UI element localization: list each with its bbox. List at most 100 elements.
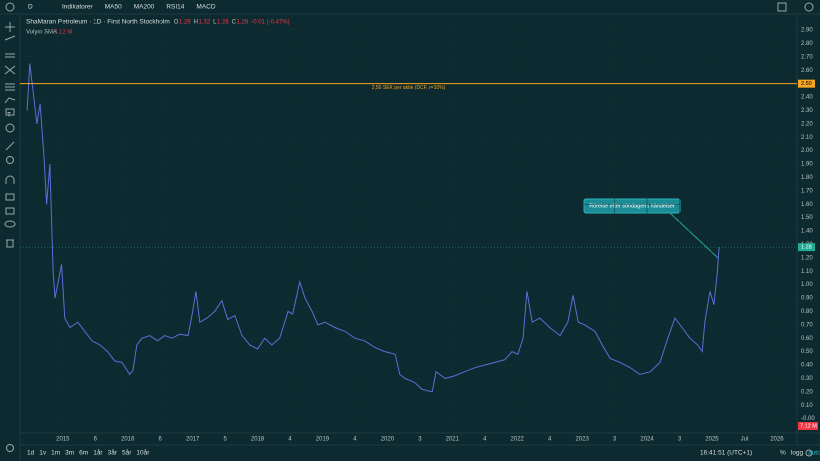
x-tick-label: 2018 [251, 437, 265, 443]
y-tick-label: 0.30 [801, 376, 813, 382]
toolbar-item[interactable]: MA50 [105, 4, 122, 11]
ohlc-key: C [232, 20, 237, 26]
x-tick-label: 2020 [381, 437, 395, 443]
last-price-tag-text: 1.28 [801, 245, 812, 251]
fib-tool[interactable] [4, 65, 16, 75]
toolbar-item[interactable]: MA200 [134, 4, 155, 11]
camera-button[interactable] [804, 2, 814, 12]
x-tick-label: 2016 [121, 437, 135, 443]
range-button[interactable]: 3m [65, 450, 74, 457]
x-tick-label: 4 [353, 437, 357, 443]
volume-tag [798, 422, 818, 430]
bottom-menu[interactable] [6, 444, 14, 452]
zoom-tool[interactable] [6, 156, 14, 164]
x-tick-label: 4 [288, 437, 292, 443]
y-tick-label: 0.50 [801, 349, 813, 355]
volume-value: 7.12 M [54, 30, 72, 36]
toolbar-item[interactable]: MACD [196, 4, 215, 11]
range-button[interactable]: 1v [39, 450, 47, 457]
symbol-title: ShaMaran Petroleum · 1D · First North St… [26, 19, 170, 26]
ruler-tool[interactable] [5, 141, 15, 151]
range-button[interactable]: 3år [108, 449, 118, 457]
x-tick-label: 2021 [446, 437, 460, 443]
toolbar-item[interactable]: RSI14 [166, 4, 184, 11]
ohlc-key: O [174, 20, 179, 26]
y-tick-label: 2.30 [801, 108, 813, 114]
y-tick-label: 1.90 [801, 162, 813, 168]
fullscreen-button[interactable] [777, 2, 787, 12]
horizontal-line-tag [798, 79, 815, 88]
x-tick-label: 2023 [575, 437, 589, 443]
line-tools[interactable] [4, 35, 16, 58]
range-button[interactable]: 10år [136, 449, 150, 457]
ohlc-key: L [213, 20, 217, 26]
y-tick-label: 1.20 [801, 255, 813, 261]
clock: 16:41:51 (UTC+1) [700, 450, 752, 457]
x-tick-label: 2019 [316, 437, 330, 443]
right-icons [6, 2, 814, 457]
y-tick-label: 1.50 [801, 215, 813, 221]
annotation-arrow [669, 212, 719, 259]
y-tick-label: 0.70 [801, 322, 813, 328]
x-tick-label: 4 [483, 437, 487, 443]
range-button[interactable]: 5år [122, 449, 132, 457]
annotation-text: Rörelse efter söndagens händelser [589, 203, 675, 209]
x-tick-label: 2017 [186, 437, 200, 443]
x-tick-label: 5 [223, 437, 227, 443]
x-tick-label: 2026 [770, 437, 784, 443]
y-tick-label: 2.70 [801, 54, 813, 60]
hide-tool[interactable] [4, 220, 16, 228]
x-tick-label: 2015 [56, 437, 70, 443]
y-tick-label: 2.60 [801, 68, 813, 74]
y-tick-label: 0.20 [801, 389, 813, 395]
y-tick-label: 0.40 [801, 363, 813, 369]
pattern-tool[interactable] [5, 83, 15, 91]
scale-option[interactable]: auto [808, 450, 820, 457]
scale-option[interactable]: % [780, 450, 786, 457]
y-tick-label: 1.80 [801, 175, 813, 181]
x-tick-label: 3 [613, 437, 617, 443]
scale-option[interactable]: logg [791, 450, 804, 457]
x-tick-label: 3 [678, 437, 682, 443]
ohlc-value: 1.26 [217, 20, 229, 26]
lock-tool[interactable] [5, 193, 15, 201]
top-toolbar: D [28, 4, 33, 11]
annotation-box [583, 198, 681, 214]
brush-tool[interactable] [4, 97, 16, 104]
y-tick-label: 1.70 [801, 188, 813, 194]
range-button[interactable]: 1år [93, 449, 103, 457]
y-tick-label: 2.40 [801, 95, 813, 101]
ohlc-value: 1.29 [179, 20, 191, 26]
emoji-tool[interactable] [5, 123, 15, 133]
x-tick-label: Jul [741, 437, 749, 443]
x-tick-label: 4 [548, 437, 552, 443]
y-tick-label: 2.20 [801, 121, 813, 127]
last-price-tag [798, 243, 815, 252]
note-tool[interactable] [5, 108, 15, 116]
y-tick-label: 0.60 [801, 336, 813, 342]
range-button[interactable]: 6m [79, 450, 88, 457]
lock-all-tool[interactable] [5, 207, 15, 215]
magnet-tool[interactable] [5, 175, 15, 184]
y-tick-label: 2.10 [801, 135, 813, 141]
trash-tool[interactable] [6, 239, 14, 248]
horizontal-line-label: 2,50 SEK per aktie (DCF, r=10%) [372, 85, 446, 91]
y-tick-label: -0.00 [801, 416, 815, 422]
interval-button[interactable]: D [28, 4, 33, 11]
horizontal-line-tag-text: 2.50 [801, 81, 812, 87]
x-tick-label: 2024 [640, 437, 654, 443]
range-button[interactable]: 1m [51, 450, 60, 457]
ohlc-value: 1.32 [198, 20, 210, 26]
toolbar-item[interactable]: Indikatorer [62, 4, 94, 11]
left-tools: T [4, 2, 16, 248]
y-tick-label: 2.90 [801, 28, 813, 34]
ohlc-value: 1.28 [237, 20, 249, 26]
y-tick-label: 1.00 [801, 282, 813, 288]
y-tick-label: 2.00 [801, 148, 813, 154]
add-button[interactable] [5, 2, 15, 12]
range-button[interactable]: 1d [27, 450, 35, 457]
volume-label: Volym SMA [26, 30, 57, 36]
settings-button[interactable] [805, 449, 813, 457]
crosshair-tool[interactable] [5, 22, 15, 32]
